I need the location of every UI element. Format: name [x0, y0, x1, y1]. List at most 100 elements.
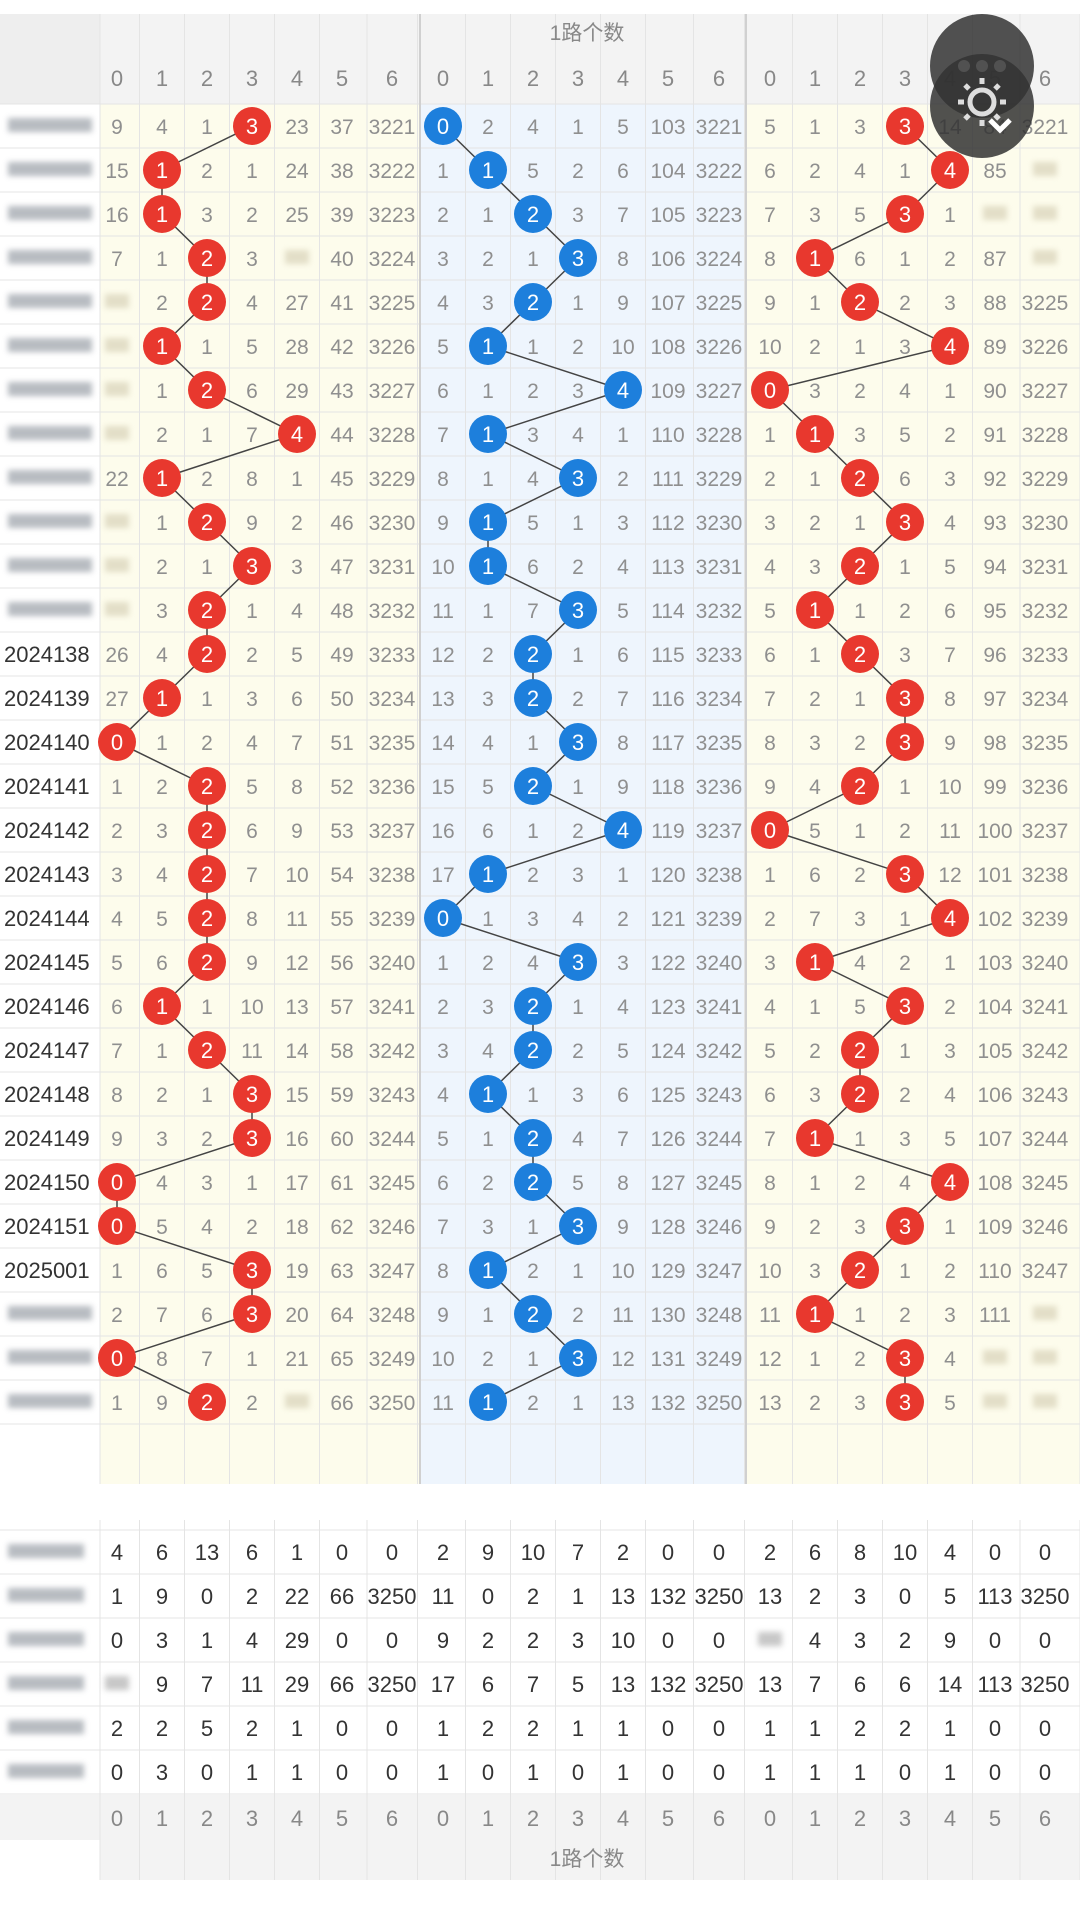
- table-cell: 1: [111, 776, 123, 799]
- number-ball: [188, 943, 226, 981]
- table-cell: 2: [572, 336, 584, 359]
- table-cell: 2: [572, 688, 584, 711]
- cell-blurred: [105, 338, 129, 352]
- table-cell: 2: [201, 468, 213, 491]
- stats-cell: 0: [482, 1584, 494, 1609]
- table-cell: 5: [944, 1128, 956, 1151]
- stats-cell: 1: [764, 1716, 776, 1741]
- stats-cell: 1: [437, 1716, 449, 1741]
- table-cell: 1: [111, 1260, 123, 1283]
- table-cell: 1: [482, 908, 494, 931]
- table-cell: 2: [246, 1216, 258, 1239]
- table-cell: 2: [482, 116, 494, 139]
- column-header-label: 5: [662, 66, 674, 91]
- floating-settings-button[interactable]: [930, 54, 1034, 158]
- table-cell: 1: [527, 336, 539, 359]
- footer-column-label: 2: [854, 1806, 866, 1831]
- number-ball-label: 1: [482, 862, 494, 887]
- table-cell: 4: [246, 732, 258, 755]
- table-cell: 3: [111, 864, 123, 887]
- table-cell: 2: [809, 1216, 821, 1239]
- table-cell: 11: [939, 820, 961, 843]
- table-cell: 94: [983, 556, 1007, 579]
- table-cell: 7: [764, 1128, 776, 1151]
- stats-section: 4 6 13 6 1 0 0 2 9 10 7 2 0 0 2 6 8 10 4 0 01 9 0 2 22 66 3250 11 0 2…: [8, 1540, 1069, 1785]
- period-id: 2024143: [4, 862, 90, 887]
- table-cell: 7: [764, 204, 776, 227]
- number-ball-label: 2: [854, 1258, 866, 1283]
- stats-cell: 0: [572, 1760, 584, 1785]
- table-cell: 96: [983, 644, 1006, 667]
- table-cell: 65: [330, 1348, 353, 1371]
- table-cell: 3: [527, 424, 539, 447]
- cell-blurred: [105, 294, 129, 308]
- table-cell: 6: [617, 644, 629, 667]
- table-cell: 43: [330, 380, 353, 403]
- number-ball: [796, 1119, 834, 1157]
- number-ball-label: 2: [201, 862, 213, 887]
- table-cell: 3250: [369, 1392, 416, 1415]
- table-cell: 9: [437, 1304, 449, 1327]
- number-ball-label: 1: [809, 598, 821, 623]
- number-ball-label: 0: [437, 906, 449, 931]
- stats-cell: 22: [285, 1584, 309, 1609]
- number-ball-label: 0: [764, 378, 776, 403]
- table-cell: 5: [617, 116, 629, 139]
- table-cell: 3: [854, 1216, 866, 1239]
- table-cell: 3225: [696, 292, 743, 315]
- stats-cell: 14: [938, 1672, 962, 1697]
- table-cell: 2: [944, 248, 956, 271]
- number-ball-label: 3: [572, 1346, 584, 1371]
- stats-cell-blurred: [758, 1632, 782, 1646]
- number-ball: [514, 1031, 552, 1069]
- cell-blurred: [105, 426, 129, 440]
- table-cell: 10: [758, 1260, 781, 1283]
- table-cell: 2: [201, 160, 213, 183]
- number-ball: [469, 415, 507, 453]
- table-cell: 1: [617, 864, 629, 887]
- table-cell: 3234: [696, 688, 743, 711]
- table-cell: 17: [285, 1172, 308, 1195]
- number-ball-label: 2: [854, 774, 866, 799]
- number-ball: [886, 723, 924, 761]
- table-cell: 2: [156, 424, 168, 447]
- table-cell: 3232: [369, 600, 416, 623]
- table-cell: 2: [809, 512, 821, 535]
- table-cell: 4: [617, 556, 629, 579]
- table-cell: 2: [527, 1260, 539, 1283]
- table-cell: 5: [944, 1392, 956, 1415]
- table-cell: 2: [527, 864, 539, 887]
- table-cell: 48: [330, 600, 353, 623]
- table-cell: 3244: [369, 1128, 416, 1151]
- number-ball-label: 2: [527, 1126, 539, 1151]
- cell-blurred: [285, 250, 309, 264]
- table-cell: 3: [482, 292, 494, 315]
- number-ball-label: 0: [764, 818, 776, 843]
- number-ball: [469, 1251, 507, 1289]
- stats-cell: 1: [572, 1584, 584, 1609]
- number-ball-label: 2: [527, 290, 539, 315]
- table-cell: 24: [285, 160, 309, 183]
- stats-cell: 0: [662, 1540, 674, 1565]
- stats-cell: 0: [662, 1716, 674, 1741]
- table-cell: 2: [156, 776, 168, 799]
- number-ball: [559, 1339, 597, 1377]
- table-cell: 2: [246, 644, 258, 667]
- stats-cell: 0: [336, 1716, 348, 1741]
- table-cell: 3234: [1022, 688, 1069, 711]
- number-ball: [469, 855, 507, 893]
- number-ball-label: 4: [617, 818, 629, 843]
- table-cell: 3243: [696, 1084, 743, 1107]
- table-cell: 15: [105, 160, 128, 183]
- stats-cell: 0: [386, 1760, 398, 1785]
- number-ball: [514, 1295, 552, 1333]
- table-cell: 3: [156, 820, 168, 843]
- table-cell: 6: [201, 1304, 213, 1327]
- stats-cell: 0: [482, 1760, 494, 1785]
- column-header-label: 2: [201, 66, 213, 91]
- period-id-blurred: [8, 1350, 92, 1364]
- table-cell: 100: [977, 820, 1012, 843]
- number-ball-label: 3: [899, 510, 911, 535]
- table-cell: 3223: [369, 204, 416, 227]
- table-cell: 2: [944, 1260, 956, 1283]
